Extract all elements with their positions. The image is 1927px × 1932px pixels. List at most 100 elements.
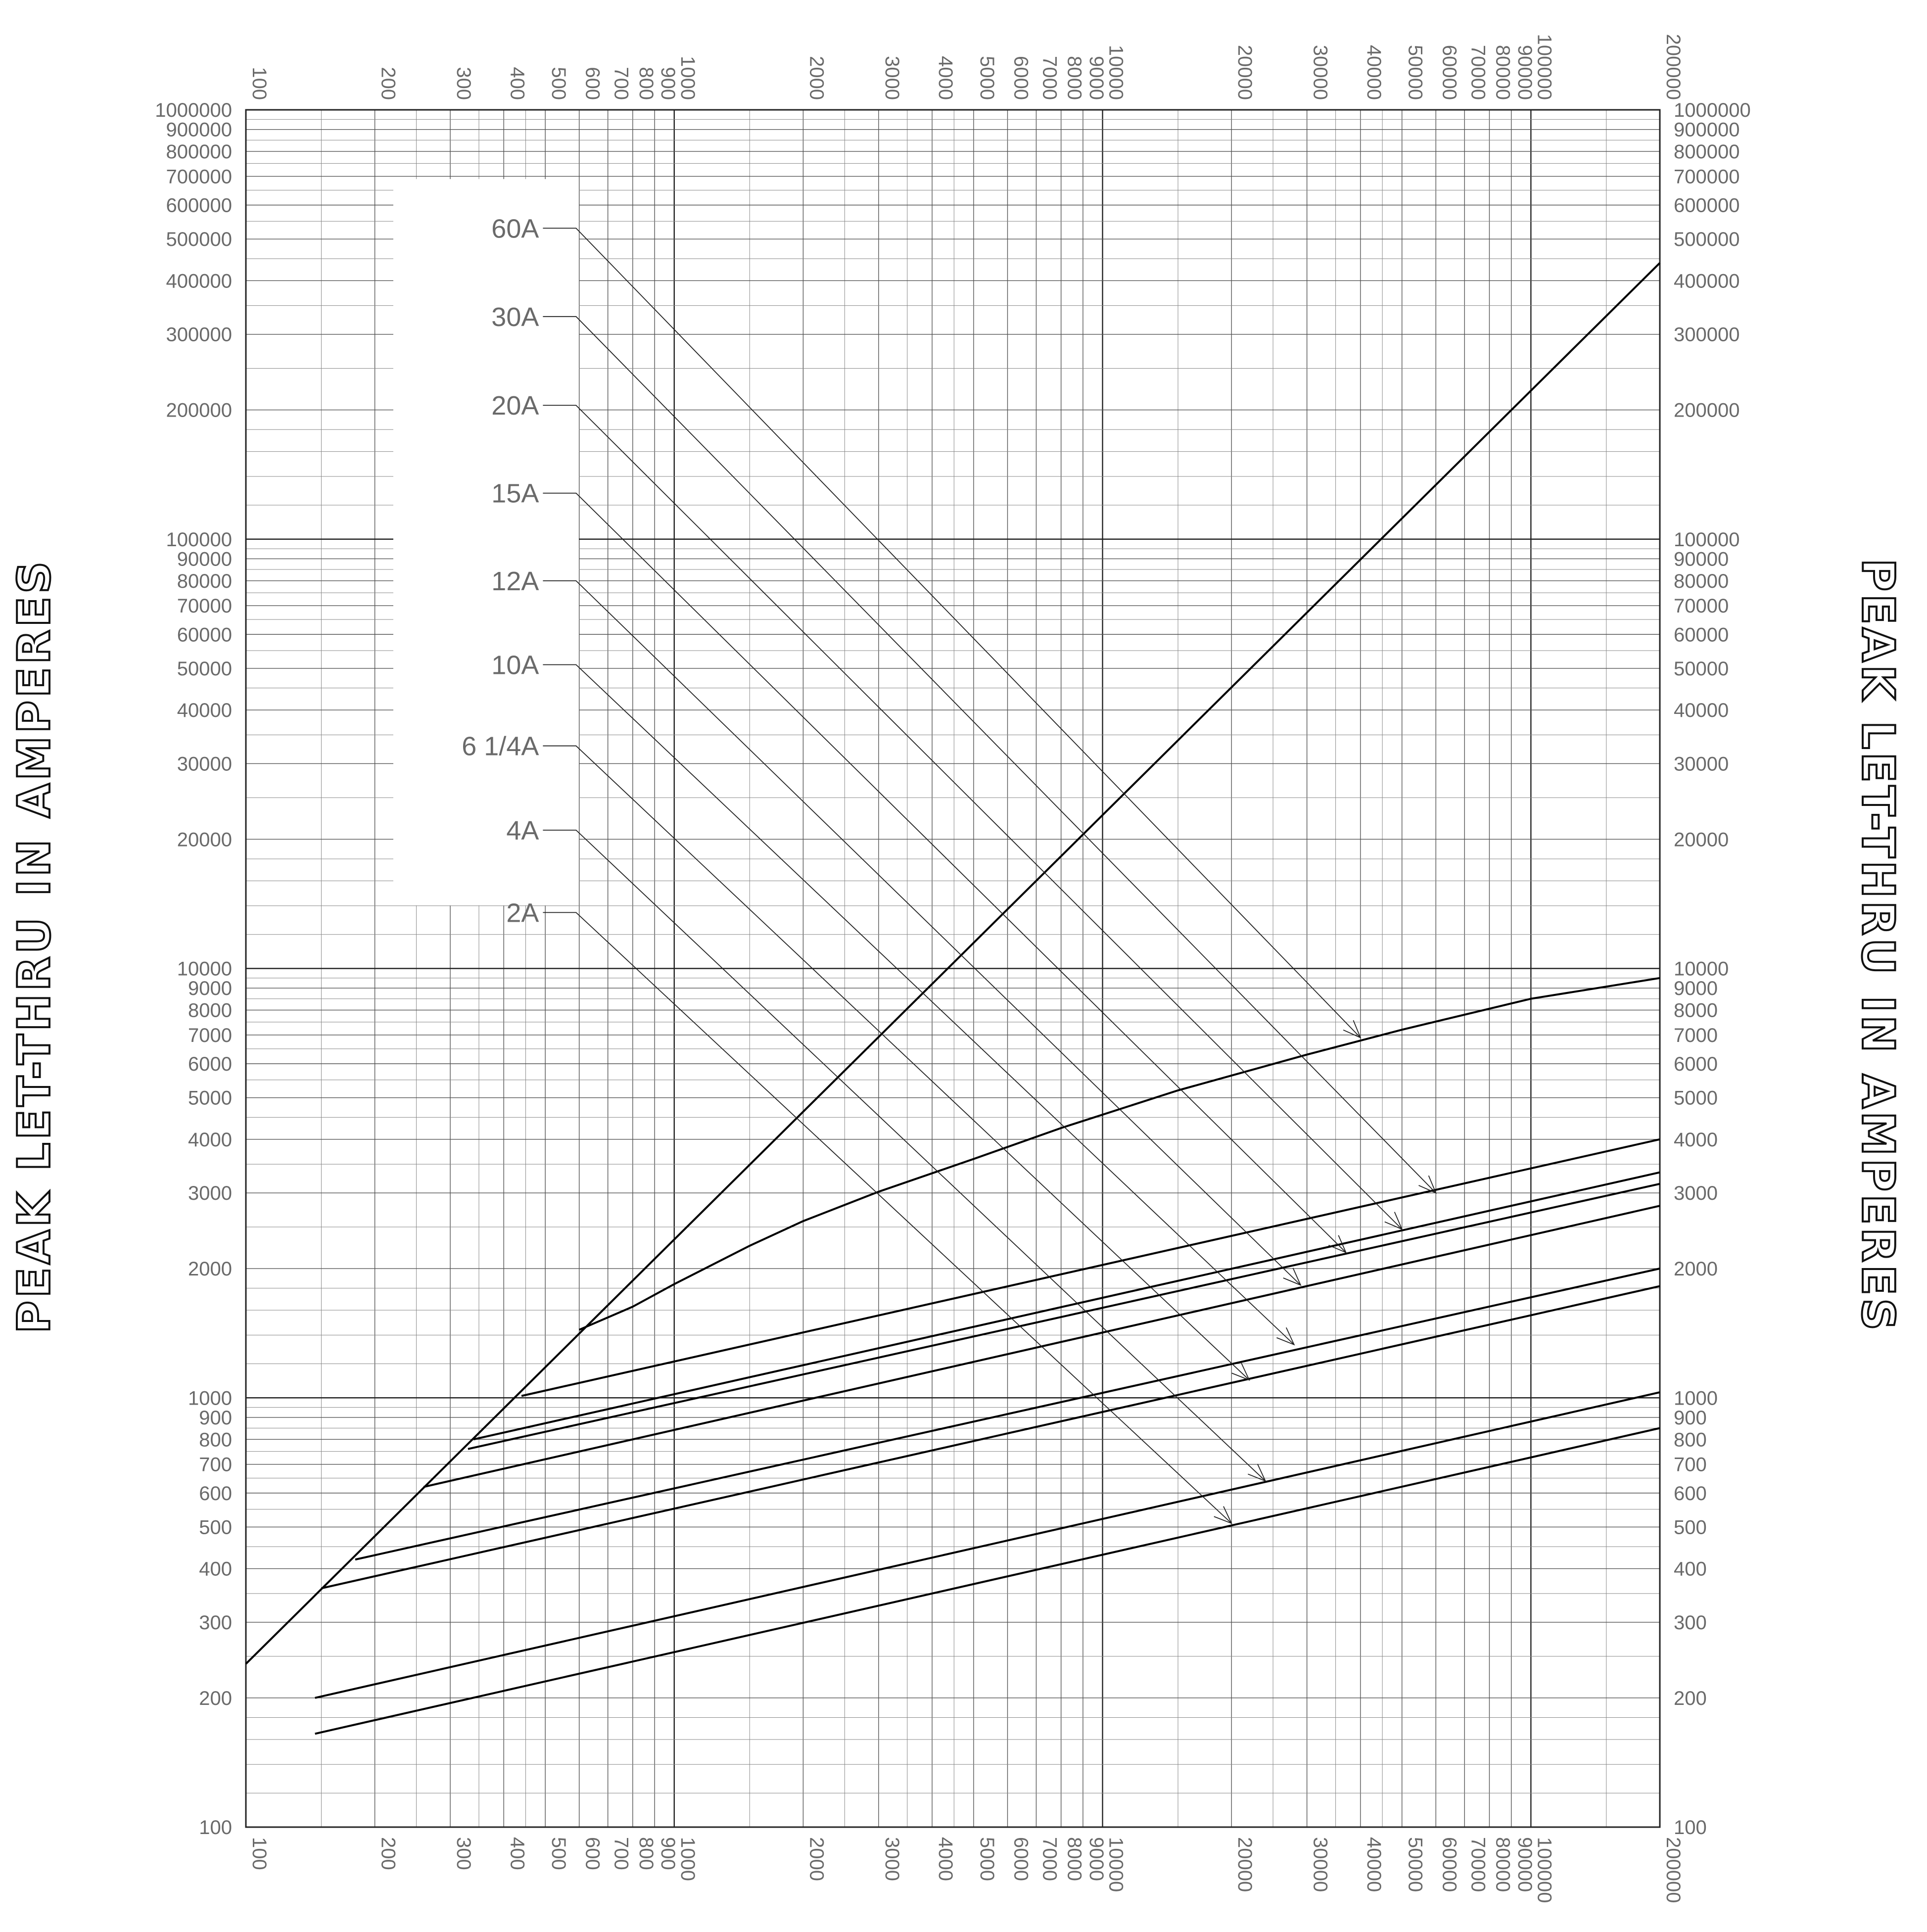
rating-label-12a: 12A [491, 566, 539, 596]
y-tick-label-right: 900000 [1674, 119, 1739, 141]
x-tick-label-top: 200000 [1662, 34, 1684, 100]
y-tick-label-left: 500000 [166, 229, 232, 250]
x-tick-label-bottom: 10000 [1105, 1837, 1127, 1892]
x-tick-label-top: 2000 [805, 56, 827, 100]
y-tick-label-left: 5000 [188, 1087, 232, 1109]
y-tick-label-left: 10000 [177, 958, 232, 980]
curve-30a [521, 1138, 1660, 1397]
x-tick-label-bottom: 9000 [1085, 1837, 1107, 1881]
rating-leaders: 60A 30A 20A 15A 12A 10A 6 1/4A 4A 2A [462, 214, 1437, 1524]
leader-30a [543, 316, 1436, 1193]
y-tick-label-left: 30000 [177, 753, 232, 775]
y-tick-label-right: 5000 [1674, 1087, 1718, 1109]
y-tick-label-left: 80000 [177, 570, 232, 592]
x-tick-label-top: 300 [453, 67, 474, 100]
y-tick-label-right: 500000 [1674, 229, 1739, 250]
x-tick-label-bottom: 30000 [1310, 1837, 1331, 1892]
x-tick-label-top: 100 [248, 67, 270, 100]
arrowhead-60a [1343, 1020, 1362, 1039]
x-tick-label-top: 10000 [1105, 45, 1127, 100]
x-tick-label-bottom: 8000 [1064, 1837, 1085, 1881]
x-tick-label-bottom: 600 [582, 1837, 604, 1870]
arrowhead-6-1-4a [1231, 1363, 1250, 1381]
y-tick-label-right: 9000 [1674, 978, 1718, 999]
y-tick-label-left: 1000000 [155, 99, 232, 121]
y-tick-label-left: 200 [199, 1688, 232, 1709]
y-tick-label-right: 10000 [1674, 958, 1729, 980]
y-tick-label-right: 40000 [1674, 700, 1729, 721]
y-tick-label-right: 300 [1674, 1612, 1707, 1634]
y-tick-label-left: 50000 [177, 658, 232, 680]
x-tick-label-top: 100000 [1533, 34, 1555, 100]
y-tick-label-left: 200000 [166, 400, 232, 422]
x-tick-label-bottom: 700 [611, 1837, 632, 1870]
x-tick-label-top: 6000 [1010, 56, 1032, 100]
y-tick-label-left: 6000 [188, 1053, 232, 1075]
tick-labels: 100 100 200 200 300 300 400 400 500 500 600 600 700 7… [155, 34, 1750, 1903]
y-tick-label-left: 300000 [166, 324, 232, 346]
arrowhead-4a [1248, 1463, 1267, 1482]
x-tick-label-top: 500 [548, 67, 569, 100]
y-tick-label-right: 100000 [1674, 529, 1739, 551]
x-tick-label-bottom: 400 [506, 1837, 528, 1870]
x-tick-label-top: 400 [506, 67, 528, 100]
y-tick-label-right: 3000 [1674, 1182, 1718, 1204]
rating-label-20a: 20A [491, 391, 539, 421]
y-tick-label-left: 1000 [188, 1387, 232, 1409]
x-tick-label-bottom: 100 [248, 1837, 270, 1870]
y-tick-label-left: 9000 [188, 978, 232, 999]
y-tick-label-right: 90000 [1674, 548, 1729, 570]
y-tick-label-right: 600 [1674, 1483, 1707, 1505]
y-tick-label-right: 30000 [1674, 753, 1729, 775]
rating-label-6-1-4a: 6 1/4A [462, 732, 539, 761]
x-tick-label-top: 800 [635, 67, 657, 100]
x-tick-label-top: 200 [377, 67, 399, 100]
x-tick-label-bottom: 300 [453, 1837, 474, 1870]
y-tick-label-left: 400 [199, 1558, 232, 1580]
y-tick-label-left: 700000 [166, 166, 232, 188]
x-tick-label-bottom: 40000 [1363, 1837, 1385, 1892]
y-tick-label-right: 4000 [1674, 1129, 1718, 1151]
y-tick-label-right: 300000 [1674, 324, 1739, 346]
curve-6-1-4a [321, 1285, 1660, 1590]
y-tick-label-right: 1000 [1674, 1387, 1718, 1409]
x-tick-label-top: 700 [611, 67, 632, 100]
x-tick-label-top: 60000 [1438, 45, 1460, 100]
rating-label-15a: 15A [491, 479, 539, 509]
curve-15a [468, 1182, 1660, 1450]
x-tick-label-bottom: 2000 [805, 1837, 827, 1881]
y-tick-label-right: 400000 [1674, 270, 1739, 292]
y-tick-label-right: 60000 [1674, 624, 1729, 646]
x-tick-label-bottom: 500 [548, 1837, 569, 1870]
y-tick-label-left: 500 [199, 1516, 232, 1538]
x-tick-label-top: 4000 [935, 56, 956, 100]
left-axis-title: PEAK LET-THRU IN AMPERES [8, 559, 60, 1333]
y-tick-label-right: 500 [1674, 1516, 1707, 1538]
leader-15a [543, 492, 1347, 1253]
rating-label-60a: 60A [491, 214, 539, 243]
y-tick-label-right: 6000 [1674, 1053, 1718, 1075]
y-tick-label-right: 100 [1674, 1817, 1707, 1838]
y-tick-label-left: 100 [199, 1817, 232, 1838]
y-tick-label-right: 200000 [1674, 400, 1739, 422]
y-tick-label-right: 700000 [1674, 166, 1739, 188]
x-tick-label-top: 7000 [1038, 56, 1060, 100]
y-tick-label-right: 800 [1674, 1429, 1707, 1451]
leader-10a [543, 664, 1295, 1345]
x-tick-label-bottom: 20000 [1234, 1837, 1256, 1892]
y-tick-label-right: 900 [1674, 1407, 1707, 1429]
arrowhead-12a [1283, 1268, 1302, 1286]
y-tick-label-left: 800 [199, 1429, 232, 1451]
curve-10a [355, 1268, 1660, 1561]
x-tick-label-bottom: 3000 [881, 1837, 903, 1881]
x-tick-label-bottom: 5000 [976, 1837, 998, 1881]
x-tick-label-bottom: 800 [635, 1837, 657, 1870]
x-tick-label-top: 30000 [1310, 45, 1331, 100]
curve-2a [315, 1427, 1660, 1735]
arrowhead-15a [1328, 1235, 1347, 1254]
leader-60a [543, 228, 1361, 1038]
y-tick-label-right: 700 [1674, 1454, 1707, 1476]
curve-20a [473, 1171, 1660, 1441]
x-tick-label-bottom: 60000 [1438, 1837, 1460, 1892]
x-tick-label-bottom: 4000 [935, 1837, 956, 1881]
